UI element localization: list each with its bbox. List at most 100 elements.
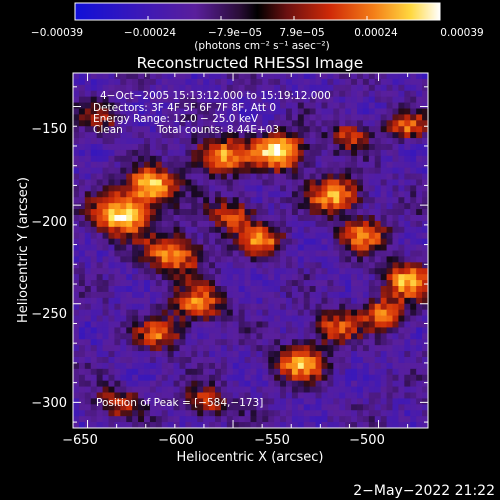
heatmap-cell [220, 374, 228, 382]
heatmap-cell [226, 286, 234, 293]
heatmap-cell [268, 238, 275, 246]
heatmap-cell [73, 161, 80, 169]
heatmap-cell [220, 161, 228, 169]
heatmap-cell [362, 303, 370, 311]
heatmap-cell [392, 220, 400, 228]
heatmap-cell [90, 368, 98, 376]
heatmap-cell [351, 102, 358, 110]
heatmap-cell [244, 179, 252, 187]
heatmap-cell [155, 262, 163, 269]
heatmap-cell [422, 280, 428, 287]
heatmap-cell [362, 380, 370, 388]
heatmap-cell [309, 144, 317, 151]
heatmap-cell [250, 220, 258, 228]
heatmap-cell [102, 357, 110, 364]
heatmap-cell [96, 339, 104, 346]
heatmap-cell [297, 250, 305, 258]
heatmap-cell [416, 209, 423, 216]
heatmap-cell [268, 114, 275, 121]
heatmap-cell [155, 108, 163, 116]
heatmap-cell [256, 149, 263, 157]
heatmap-cell [262, 73, 269, 80]
heatmap-cell [380, 297, 388, 305]
x-tick-label: −500 [349, 433, 385, 448]
heatmap-cell [286, 386, 293, 394]
heatmap-cell [268, 173, 275, 181]
heatmap-cell [315, 102, 323, 110]
heatmap-cell [209, 78, 216, 86]
heatmap-cell [78, 108, 86, 116]
heatmap-cell [303, 315, 311, 323]
heatmap-cell [268, 209, 275, 216]
heatmap-cell [90, 416, 98, 423]
heatmap-cell [291, 197, 299, 204]
heatmap-cell [185, 114, 192, 121]
heatmap-cell [351, 73, 358, 80]
heatmap-cell [291, 374, 299, 382]
heatmap-cell [351, 303, 358, 311]
heatmap-cell [327, 404, 334, 411]
heatmap-cell [380, 422, 388, 428]
heatmap-cell [368, 120, 376, 127]
heatmap-cell [238, 309, 246, 317]
heatmap-cell [220, 108, 228, 116]
heatmap-cell [220, 404, 228, 411]
heatmap-cell [114, 209, 121, 216]
heatmap-cell [345, 256, 352, 263]
heatmap-cell [368, 297, 376, 305]
heatmap-cell [203, 232, 210, 240]
heatmap-cell [392, 126, 400, 133]
heatmap-cell [327, 114, 334, 121]
heatmap-cell [303, 256, 311, 263]
heatmap-cell [138, 327, 145, 334]
heatmap-cell [345, 149, 352, 157]
heatmap-cell [114, 398, 121, 405]
heatmap-cell [280, 297, 287, 305]
heatmap-cell [90, 286, 98, 293]
heatmap-cell [422, 333, 428, 340]
heatmap-cell [90, 149, 98, 157]
heatmap-cell [268, 244, 275, 252]
heatmap-cell [362, 286, 370, 293]
heatmap-cell [185, 386, 192, 394]
heatmap-cell [126, 185, 133, 192]
heatmap-cell [315, 297, 323, 305]
heatmap-cell [73, 368, 80, 376]
heatmap-cell [368, 132, 376, 139]
heatmap-cell [126, 244, 133, 252]
heatmap-cell [274, 303, 281, 311]
heatmap-cell [220, 220, 228, 228]
heatmap-cell [120, 191, 127, 198]
heatmap-cell [303, 215, 311, 222]
heatmap-cell [309, 78, 317, 86]
heatmap-cell [274, 114, 281, 121]
heatmap-cell [114, 144, 121, 151]
heatmap-cell [185, 73, 192, 80]
heatmap-cell [362, 215, 370, 222]
heatmap-cell [297, 132, 305, 139]
heatmap-cell [398, 303, 405, 311]
heatmap-cell [291, 132, 299, 139]
heatmap-cell [226, 404, 234, 411]
heatmap-cell [291, 327, 299, 334]
heatmap-cell [315, 90, 323, 98]
heatmap-cell [303, 78, 311, 86]
heatmap-cell [226, 362, 234, 370]
heatmap-cell [84, 291, 92, 299]
heatmap-cell [380, 392, 388, 400]
heatmap-cell [404, 250, 411, 258]
heatmap-cell [244, 155, 252, 163]
heatmap-cell [144, 297, 151, 305]
heatmap-cell [351, 362, 358, 370]
heatmap-cell [315, 339, 323, 346]
heatmap-cell [144, 155, 151, 163]
heatmap-cell [357, 220, 364, 228]
heatmap-cell [386, 404, 394, 411]
heatmap-cell [96, 404, 104, 411]
heatmap-cell [351, 309, 358, 317]
heatmap-cell [73, 197, 80, 204]
heatmap-cell [185, 303, 192, 311]
heatmap-cell [286, 392, 293, 400]
heatmap-cell [416, 303, 423, 311]
heatmap-cell [357, 274, 364, 281]
